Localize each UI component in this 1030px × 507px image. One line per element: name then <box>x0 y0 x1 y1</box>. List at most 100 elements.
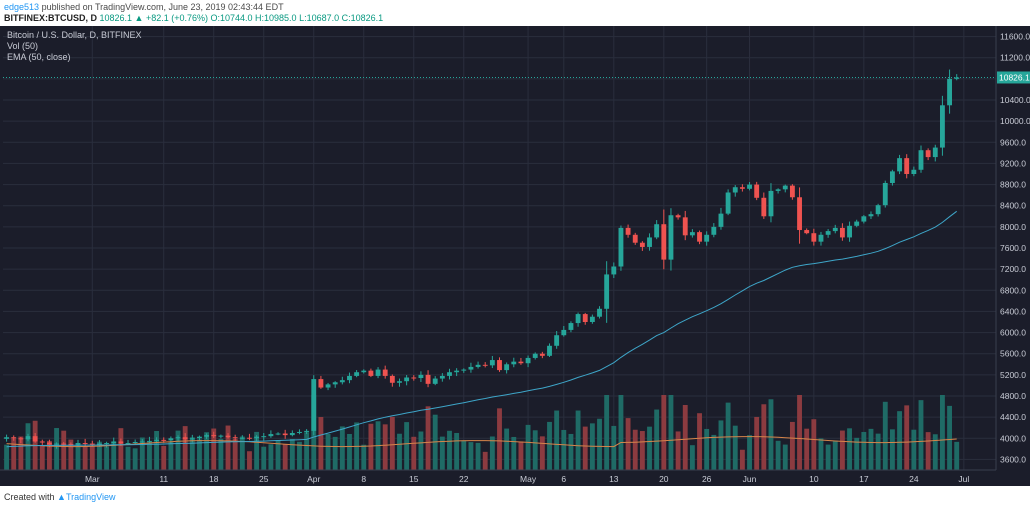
x-tick-label: 24 <box>909 474 919 484</box>
chart-legend: Bitcoin / U.S. Dollar, D, BITFINEX Vol (… <box>7 30 142 63</box>
volume-indicator-label[interactable]: Vol (50) <box>7 41 39 51</box>
volume-bar <box>397 433 402 470</box>
y-tick-label: 8000.0 <box>1000 222 1026 232</box>
volume-bar <box>511 436 517 470</box>
candlesticks <box>4 69 960 449</box>
volume-bar <box>932 434 938 470</box>
volume-bar <box>318 417 324 470</box>
volume-bar <box>554 410 560 470</box>
x-tick-label: 6 <box>561 474 566 484</box>
volume-bar <box>504 428 510 470</box>
y-tick-label: 6000.0 <box>1000 328 1026 338</box>
volume-bar <box>454 432 460 470</box>
y-tick-label: 3600.0 <box>1000 454 1026 464</box>
volume-bar <box>625 418 631 470</box>
candle-body <box>11 437 17 439</box>
volume-bar <box>768 399 774 470</box>
volume-bar <box>182 426 188 470</box>
volume-bar <box>947 405 952 470</box>
volume-bar <box>832 440 838 470</box>
volume-bar <box>389 416 395 470</box>
volume-bar <box>604 395 610 470</box>
volume-bar <box>711 434 717 470</box>
candle-body <box>275 433 281 435</box>
candle-body <box>361 370 367 373</box>
candle-body <box>568 323 574 330</box>
volume-bar <box>639 431 645 470</box>
candle-body <box>368 370 374 376</box>
y-tick-label: 4400.0 <box>1000 412 1026 422</box>
volume-bar <box>632 429 638 470</box>
candle-body <box>25 436 31 440</box>
volume-bar <box>654 409 660 470</box>
candle-body <box>304 430 310 432</box>
price-chart[interactable]: 11600.011200.010800.010400.010000.09600.… <box>0 26 1030 486</box>
volume-bar <box>332 436 338 470</box>
candle-body <box>611 266 617 275</box>
y-tick-label: 8800.0 <box>1000 180 1026 190</box>
volume-bar <box>82 446 88 470</box>
volume-bar <box>925 432 931 470</box>
candle-body <box>654 224 660 238</box>
price-axis[interactable] <box>996 26 1030 470</box>
candle-body <box>325 384 331 388</box>
candle-body <box>939 105 945 148</box>
volume-bar <box>675 431 681 470</box>
volume-bar <box>818 438 824 470</box>
candle-body <box>232 437 238 439</box>
volume-bars <box>4 395 960 470</box>
volume-bar <box>211 428 217 470</box>
volume-bar <box>89 446 95 470</box>
y-tick-label: 8400.0 <box>1000 201 1026 211</box>
candle-body <box>511 361 517 365</box>
candle-body <box>425 374 431 384</box>
x-tick-label: Mar <box>85 474 100 484</box>
candle-body <box>604 274 610 309</box>
volume-bar <box>75 443 81 470</box>
y-tick-label: 5600.0 <box>1000 349 1026 359</box>
volume-bar <box>518 441 524 470</box>
candle-body <box>439 375 445 379</box>
candle-body <box>282 433 288 436</box>
candle-body <box>868 214 874 217</box>
candle-body <box>354 372 360 376</box>
candle-body <box>811 233 817 242</box>
volume-bar <box>297 441 302 470</box>
volume-bar <box>468 442 474 470</box>
volume-bar <box>68 439 74 470</box>
author-link[interactable]: edge513 <box>4 2 40 12</box>
volume-bar <box>525 424 531 470</box>
candle-body <box>825 231 831 235</box>
candle-body <box>18 438 24 440</box>
series-title[interactable]: Bitcoin / U.S. Dollar, D, BITFINEX <box>7 30 142 40</box>
candle-body <box>461 369 467 371</box>
candle-body <box>575 314 581 324</box>
volume-bar <box>532 430 538 470</box>
candle-body <box>882 182 888 206</box>
volume-bar <box>347 433 352 470</box>
volume-bar <box>254 431 260 470</box>
volume-bar <box>882 401 888 470</box>
volume-bar <box>11 438 17 470</box>
ema-indicator-label[interactable]: EMA (50, close) <box>7 52 71 62</box>
time-axis[interactable] <box>0 470 996 486</box>
candle-body <box>725 192 731 214</box>
ema-line <box>6 210 958 448</box>
volume-bar <box>382 424 388 470</box>
volume-bar <box>825 444 831 470</box>
grid-lines <box>3 26 996 470</box>
volume-bar <box>904 405 910 470</box>
candle-body <box>554 335 560 346</box>
candle-body <box>747 184 752 189</box>
x-tick-label: 18 <box>209 474 219 484</box>
volume-bar <box>147 442 152 470</box>
volume-bar <box>239 436 245 470</box>
volume-bar <box>911 429 917 470</box>
candle-body <box>718 213 724 227</box>
tradingview-logo[interactable]: ▲TradingView <box>57 492 116 502</box>
candle-body <box>768 190 774 217</box>
volume-bar <box>325 433 331 470</box>
candle-body <box>639 242 645 247</box>
candle-body <box>118 441 124 444</box>
candle-body <box>911 169 917 174</box>
